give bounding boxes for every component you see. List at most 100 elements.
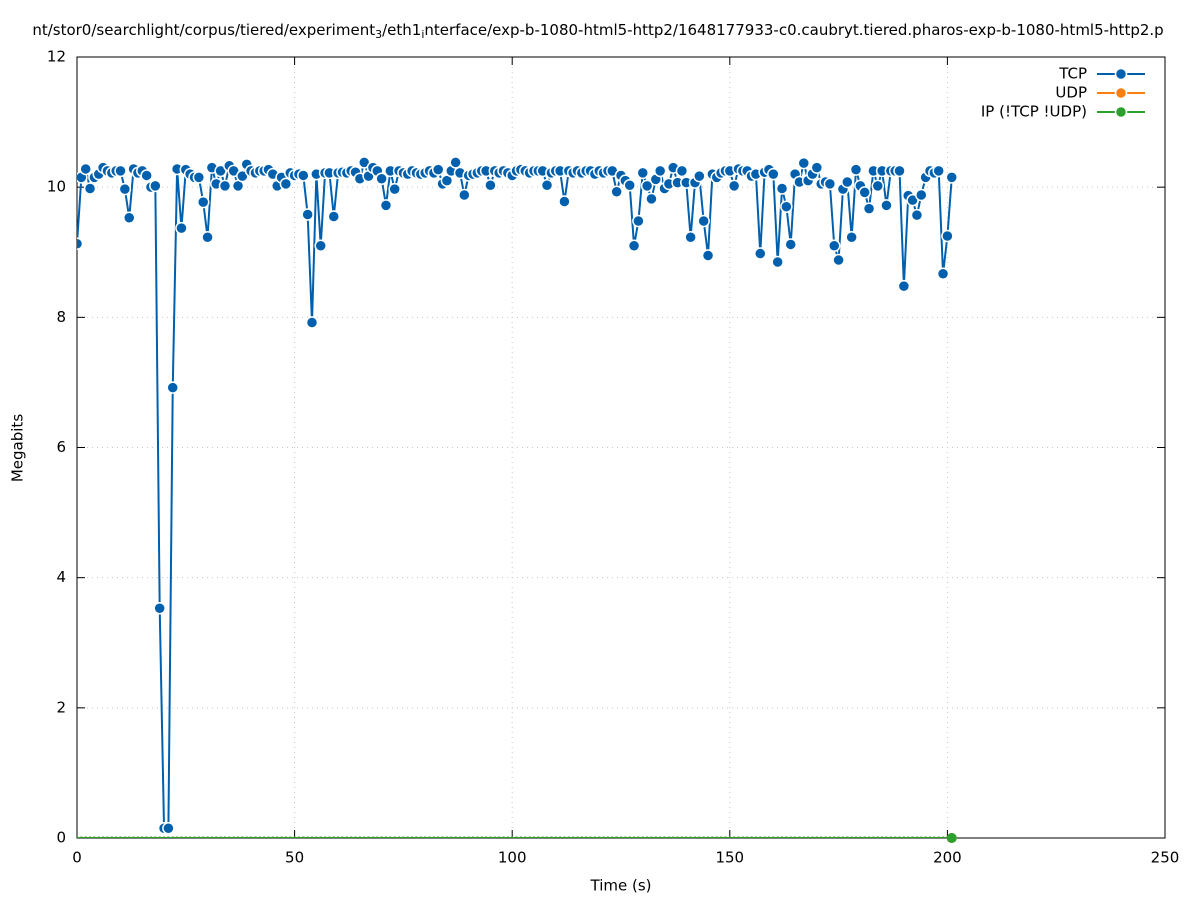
data-point (615, 836, 619, 838)
y-tick-label: 6 (56, 438, 66, 456)
data-point (897, 279, 911, 293)
data-point (77, 836, 79, 838)
data-point (253, 836, 257, 838)
data-point (667, 836, 671, 838)
data-point (728, 836, 732, 838)
data-point (266, 836, 270, 838)
data-point (689, 836, 693, 838)
data-point (506, 836, 510, 838)
data-point (118, 182, 132, 196)
data-point (206, 836, 210, 838)
data-point (697, 836, 701, 838)
data-point (528, 836, 532, 838)
data-point (854, 836, 858, 838)
data-point (776, 836, 780, 838)
data-point (410, 836, 414, 838)
data-point (610, 836, 614, 838)
data-point (645, 836, 649, 838)
legend-swatch (1114, 105, 1128, 119)
data-point (501, 836, 505, 838)
title-part: /eth1 (382, 21, 421, 39)
data-point (184, 836, 188, 838)
data-point (536, 836, 540, 838)
data-point (862, 202, 876, 215)
data-point (475, 836, 479, 838)
data-point (149, 179, 162, 193)
data-point (562, 836, 566, 838)
data-point (127, 836, 131, 838)
data-point (406, 836, 410, 838)
data-point (249, 836, 253, 838)
data-point (946, 833, 957, 843)
data-point (515, 836, 519, 838)
data-point (293, 836, 297, 838)
data-point (175, 221, 188, 235)
data-point (166, 836, 170, 838)
data-point (732, 836, 736, 838)
data-point (540, 178, 554, 192)
data-point (101, 836, 105, 838)
data-point (627, 239, 641, 252)
data-point (893, 164, 906, 178)
data-point (327, 210, 341, 223)
data-point (771, 836, 775, 838)
x-axis-label: Time (s) (590, 877, 652, 895)
data-point (136, 836, 140, 838)
data-point (484, 836, 488, 838)
data-point (671, 836, 675, 838)
title-subscript: 3 (375, 28, 382, 41)
data-point (567, 836, 571, 838)
data-point (140, 169, 153, 182)
data-point (797, 836, 801, 838)
data-point (488, 836, 492, 838)
data-point (284, 836, 288, 838)
data-point (332, 836, 336, 838)
data-point (871, 836, 875, 838)
data-point (197, 836, 201, 838)
data-point (297, 836, 301, 838)
data-point (867, 836, 871, 838)
data-point (240, 836, 244, 838)
data-point (175, 836, 179, 838)
legend-label: TCP (1058, 65, 1087, 83)
data-point (915, 836, 919, 838)
data-point (784, 836, 788, 838)
data-point (379, 199, 393, 212)
data-point (153, 836, 157, 838)
data-point (558, 195, 571, 208)
data-point (832, 253, 845, 267)
data-point (754, 836, 758, 838)
data-point (171, 836, 175, 838)
data-point (911, 836, 915, 838)
data-point (114, 836, 118, 838)
data-point (354, 836, 358, 838)
y-tick-label: 4 (56, 568, 66, 586)
data-point (727, 179, 741, 193)
data-point (149, 836, 153, 838)
data-point (632, 214, 645, 228)
data-point (767, 167, 780, 181)
data-point (79, 162, 92, 176)
data-point (532, 836, 536, 838)
legend-label: IP (!TCP !UDP) (981, 103, 1087, 121)
data-point (245, 836, 249, 838)
data-point (910, 208, 924, 222)
data-point (653, 164, 667, 178)
data-point (628, 836, 632, 838)
data-point (193, 836, 197, 838)
data-point (467, 836, 471, 838)
data-point (336, 836, 340, 838)
data-point (306, 836, 310, 838)
data-point (371, 836, 375, 838)
data-point (810, 836, 814, 838)
data-point (919, 836, 923, 838)
x-tick-label: 250 (1151, 849, 1180, 867)
data-point (227, 836, 231, 838)
data-point (401, 836, 405, 838)
data-point (445, 836, 449, 838)
data-point (88, 836, 92, 838)
data-point (179, 836, 183, 838)
data-point (719, 836, 723, 838)
data-point (619, 836, 623, 838)
